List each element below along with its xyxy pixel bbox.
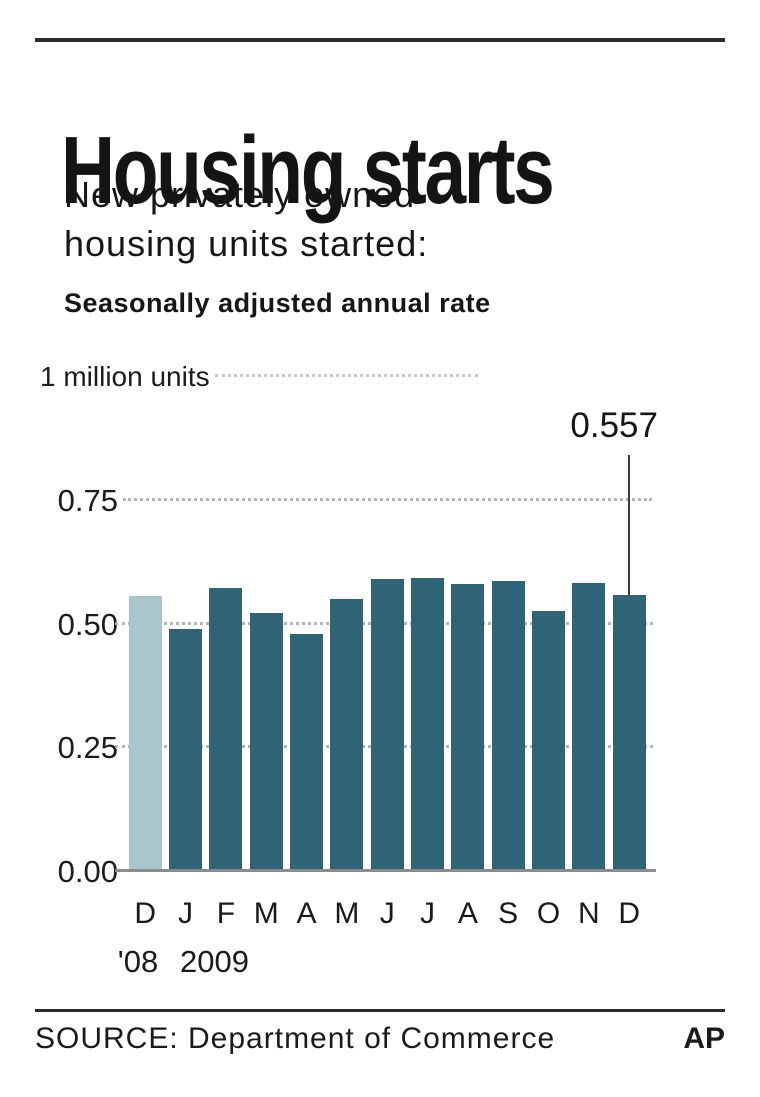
x-axis-label-2-F: F: [216, 897, 236, 930]
x-axis-year-2009: 2009: [180, 944, 249, 979]
x-axis-year-08: '08: [117, 944, 159, 979]
bar-8-A: [451, 583, 485, 871]
x-axis-label-6-J: J: [379, 897, 395, 930]
x-axis-label-4-A: A: [296, 897, 317, 930]
x-axis-label-10-O: O: [536, 897, 561, 930]
chart-subtitle-line-1: New privately owned: [64, 174, 416, 215]
x-axis-label-7-J: J: [420, 897, 436, 930]
bar-0-D: [128, 595, 162, 871]
annotation-callout-line: [628, 455, 631, 596]
x-axis-label-8-A: A: [457, 897, 478, 930]
y-axis-label-0.00: 0.00: [57, 854, 118, 889]
source-text: SOURCE: Department of Commerce: [35, 1022, 556, 1055]
bar-4-A: [290, 634, 324, 871]
chart-subtitle-line-2: housing units started:: [64, 223, 429, 264]
bar-1-J: [169, 629, 203, 871]
y-axis-label-1.00: 1 million units: [40, 361, 210, 392]
x-axis-label-9-S: S: [498, 897, 519, 930]
annotation-value-label: 0.557: [570, 406, 658, 445]
bar-9-S: [491, 581, 525, 871]
x-axis-baseline: [115, 869, 656, 872]
x-axis-label-1-J: J: [178, 897, 194, 930]
x-axis-label-12-D: D: [618, 897, 641, 930]
bar-3-M: [249, 613, 283, 871]
x-axis-label-0-D: D: [134, 897, 157, 930]
gridline-1.00: [215, 374, 478, 377]
chart-note: Seasonally adjusted annual rate: [64, 288, 491, 318]
bar-12-D: [612, 595, 646, 871]
top-rule: [35, 38, 725, 42]
bottom-rule: [35, 1009, 725, 1012]
bar-10-O: [532, 611, 566, 871]
bar-11-N: [572, 582, 606, 871]
gridline-0.75: [123, 497, 652, 501]
y-axis-label-0.75: 0.75: [57, 482, 118, 518]
bar-6-J: [370, 578, 404, 871]
footer: SOURCE: Department of Commerce AP: [35, 1022, 725, 1056]
x-axis-label-3-M: M: [253, 897, 279, 930]
y-axis-label-0.50: 0.50: [57, 606, 118, 642]
credit-text: AP: [683, 1022, 725, 1055]
x-axis-label-5-M: M: [334, 897, 360, 930]
bar-2-F: [209, 587, 243, 871]
y-axis-label-0.25: 0.25: [57, 730, 118, 766]
bar-7-J: [411, 577, 445, 871]
chart-title: Housing starts: [61, 117, 555, 225]
x-axis-label-11-N: N: [578, 897, 600, 930]
chart-subtitle: New privately owned housing units starte…: [64, 170, 428, 268]
bar-5-M: [330, 598, 364, 871]
